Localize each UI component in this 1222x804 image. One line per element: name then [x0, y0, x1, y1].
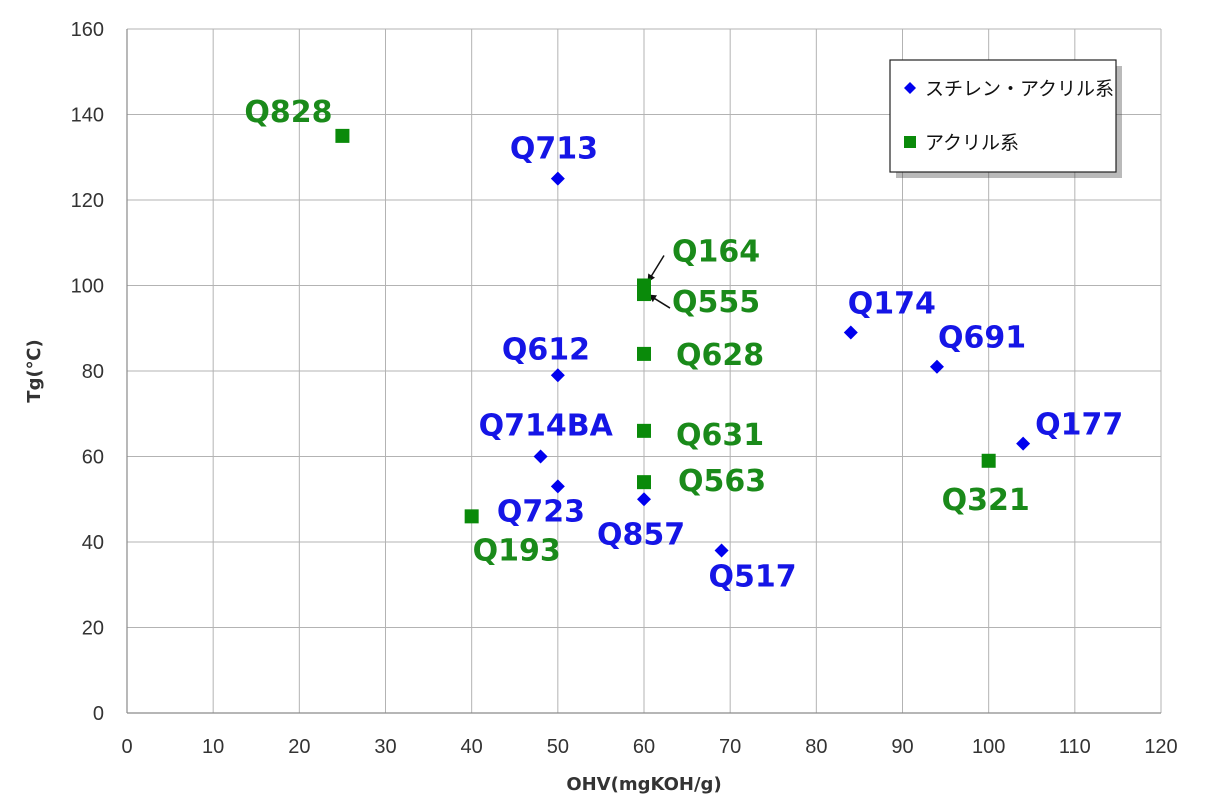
y-tick-label: 120	[71, 190, 104, 212]
y-tick-label: 40	[82, 532, 104, 554]
label-arrow	[647, 255, 665, 283]
point-label: Q612	[502, 332, 590, 367]
point-label: Q563	[678, 464, 766, 499]
x-tick-label: 110	[1059, 736, 1091, 758]
label-arrows	[647, 255, 671, 309]
point-label: Q828	[244, 95, 332, 130]
point-label: Q517	[709, 560, 797, 595]
x-tick-label: 60	[633, 736, 655, 758]
x-tick-label: 70	[719, 736, 741, 758]
point-label: Q631	[676, 418, 764, 453]
data-point-diamond	[843, 325, 858, 340]
data-point-diamond	[929, 359, 944, 374]
data-point-diamond	[1016, 436, 1031, 451]
data-point-square	[464, 509, 479, 524]
x-tick-label: 120	[1144, 736, 1177, 758]
x-tick-label: 0	[121, 736, 132, 758]
y-tick-label: 140	[71, 105, 104, 127]
x-axis-title: OHV(mgKOH/g)	[566, 774, 721, 795]
y-tick-label: 160	[71, 19, 104, 41]
data-point-diamond	[714, 543, 729, 558]
data-point-diamond	[637, 492, 651, 507]
axes	[126, 29, 1161, 714]
y-tick-label: 20	[82, 618, 104, 640]
x-tick-label: 10	[202, 736, 224, 758]
data-point-square	[637, 423, 651, 438]
y-tick-label: 0	[93, 703, 104, 725]
point-label: Q713	[510, 132, 598, 167]
x-tick-label: 80	[805, 736, 827, 758]
point-label: Q857	[597, 517, 685, 552]
data-point-square	[637, 475, 651, 490]
y-axis-title: Tg(℃)	[24, 339, 45, 402]
point-label: Q193	[473, 533, 561, 568]
data-point-square	[981, 453, 996, 468]
data-point-diamond	[550, 368, 565, 383]
x-tick-label: 30	[374, 736, 396, 758]
y-tick-label: 60	[82, 447, 104, 469]
x-tick-labels: 0 10 20 30 40 50 60 70 80 90 100 110 120	[121, 736, 1177, 758]
point-label: Q321	[942, 483, 1030, 518]
data-point-diamond	[550, 479, 565, 494]
y-tick-label: 100	[71, 276, 104, 298]
data-point-square	[637, 287, 651, 302]
data-points	[335, 128, 1031, 558]
label-arrow	[648, 294, 671, 309]
x-tick-label: 100	[972, 736, 1005, 758]
x-tick-label: 50	[547, 736, 569, 758]
legend-marker-diamond	[904, 82, 916, 94]
x-tick-label: 90	[891, 736, 913, 758]
point-label: Q691	[938, 321, 1026, 356]
point-label: Q164	[672, 235, 760, 270]
data-point-square	[335, 128, 350, 143]
point-label: Q555	[672, 285, 760, 320]
legend-marker-square	[904, 136, 916, 148]
legend-label: スチレン・アクリル系	[925, 78, 1114, 100]
point-label: Q628	[676, 338, 764, 373]
x-tick-label: 20	[288, 736, 310, 758]
data-point-diamond	[533, 449, 548, 464]
legend-box	[889, 59, 1117, 173]
point-label: Q714BA	[479, 409, 614, 444]
y-tick-labels: 0 20 40 60 80 100 120 140 160	[71, 19, 104, 725]
point-label: Q723	[497, 494, 585, 529]
point-label: Q177	[1035, 408, 1123, 443]
data-point-square	[637, 346, 651, 361]
point-label: Q174	[848, 287, 936, 322]
legend-label: アクリル系	[925, 132, 1019, 154]
x-tick-label: 40	[461, 736, 483, 758]
y-tick-label: 80	[82, 361, 104, 383]
data-point-diamond	[550, 171, 565, 186]
